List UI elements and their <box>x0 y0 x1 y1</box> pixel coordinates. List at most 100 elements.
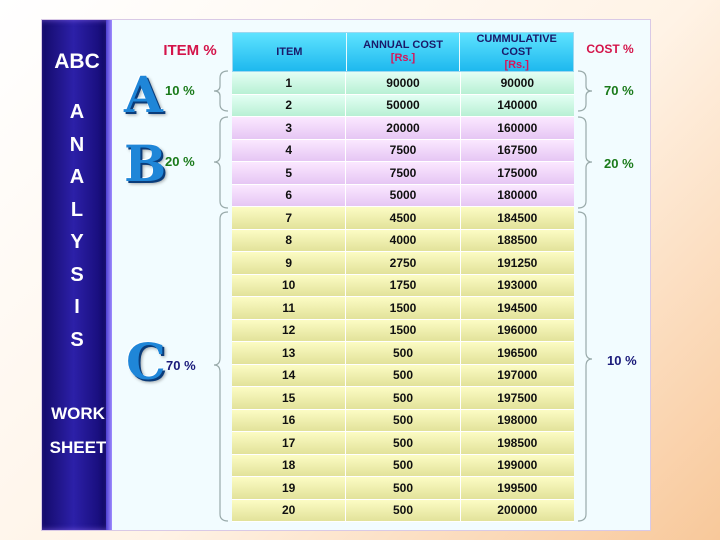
cell-annual-cost: 500 <box>346 387 461 409</box>
cell-item: 13 <box>232 342 347 364</box>
slide: ABC A N A L Y S I S WORK SHEET ITEM % CO… <box>41 19 651 531</box>
cell-annual-cost: 500 <box>346 342 461 364</box>
cell-cumulative-cost: 191250 <box>497 255 538 270</box>
table-row: 4 7500 167500 <box>232 139 574 162</box>
left-brace-c <box>213 211 229 522</box>
cell-item: 4 <box>232 139 347 161</box>
cell-cumulative-cost: 196000 <box>497 323 538 338</box>
analysis-letter: I <box>74 296 80 318</box>
cell-cumulative-cost: 180000 <box>497 188 538 203</box>
class-c-item-percent: 70 % <box>166 358 196 373</box>
cell-annual-cost: 500 <box>346 454 461 476</box>
cell-cumulative-cost: 194500 <box>497 300 538 315</box>
cell-item: 9 <box>232 252 347 274</box>
sheet-label: SHEET <box>49 438 107 457</box>
cell-annual-cost: 1500 <box>346 319 461 341</box>
right-brace-a <box>577 70 593 112</box>
cell-item: 8 <box>232 229 347 251</box>
cell-cumulative-cost: 199000 <box>497 458 538 473</box>
table-row: 13 500 196500 <box>232 342 574 365</box>
cell-item: 16 <box>232 409 347 431</box>
cell-item: 17 <box>232 432 347 454</box>
left-brace-a <box>213 70 229 112</box>
cell-item: 6 <box>232 184 347 206</box>
grouping-braces <box>213 70 593 522</box>
cell-cumulative-cost: 193000 <box>497 278 538 293</box>
cell-cumulative-cost: 140000 <box>497 98 538 113</box>
table-row: 9 2750 191250 <box>232 252 574 275</box>
analysis-letter: Y <box>70 231 84 253</box>
table-row: 5 7500 175000 <box>232 162 574 185</box>
cell-item: 19 <box>232 477 347 499</box>
analysis-letter: A <box>69 166 85 188</box>
cell-item: 1 <box>232 72 347 94</box>
table-row: 15 500 197500 <box>232 387 574 410</box>
cell-annual-cost: 7500 <box>346 139 461 161</box>
cell-item: 10 <box>232 274 347 296</box>
left-brace-b <box>213 116 229 209</box>
cell-item: 5 <box>232 162 347 184</box>
header-cumulative-cost-label: CUMMULATIVE COST <box>476 32 557 58</box>
table-row: 3 20000 160000 <box>232 117 574 140</box>
class-a-item-percent: 10 % <box>165 83 195 98</box>
cell-annual-cost: 2750 <box>346 252 461 274</box>
header-cumulative-cost-unit: [Rs.] <box>504 58 529 71</box>
class-b-cost-percent: 20 % <box>604 156 634 171</box>
table-row: 18 500 199000 <box>232 454 574 477</box>
item-percent-heading: ITEM % <box>163 42 217 59</box>
class-a-cost-percent: 70 % <box>604 83 634 98</box>
cell-cumulative-cost: 184500 <box>497 210 538 225</box>
cell-cumulative-cost: 167500 <box>497 143 538 158</box>
cell-cumulative-cost: 188500 <box>497 233 538 248</box>
class-b-item-percent: 20 % <box>165 154 195 169</box>
abc-table: ITEM ANNUAL COST [Rs.] CUMMULATIVE COST … <box>232 32 574 522</box>
cell-cumulative-cost: 198000 <box>497 413 538 428</box>
cell-item: 15 <box>232 387 347 409</box>
cell-annual-cost: 20000 <box>346 117 461 139</box>
cell-annual-cost: 4500 <box>346 207 461 229</box>
abc-title: ABC <box>54 50 100 73</box>
cell-annual-cost: 90000 <box>346 72 461 94</box>
analysis-letter: S <box>70 263 84 286</box>
sidebar-bar: ABC A N A L Y S I S WORK SHEET <box>42 20 112 530</box>
analysis-letter: N <box>69 133 85 156</box>
table-row: 2 50000 140000 <box>232 94 574 117</box>
analysis-letter: L <box>70 198 84 221</box>
table-row: 17 500 198500 <box>232 432 574 455</box>
table-row: 20 500 200000 <box>232 499 574 522</box>
analysis-letter: A <box>69 101 85 123</box>
cell-item: 14 <box>232 364 347 386</box>
table-row: 7 4500 184500 <box>232 207 574 230</box>
cell-annual-cost: 500 <box>346 499 461 521</box>
table-row: 19 500 199500 <box>232 477 574 500</box>
cell-annual-cost: 500 <box>346 409 461 431</box>
cell-annual-cost: 50000 <box>346 94 461 116</box>
cell-item: 18 <box>232 454 347 476</box>
cell-cumulative-cost: 175000 <box>497 165 538 180</box>
analysis-letter: S <box>70 328 84 351</box>
cell-annual-cost: 7500 <box>346 162 461 184</box>
cell-item: 11 <box>232 297 347 319</box>
cell-item: 2 <box>232 94 347 116</box>
analysis-word: A N A L Y S I S <box>42 96 112 356</box>
cell-cumulative-cost: 90000 <box>500 75 534 90</box>
cell-cumulative-cost: 197500 <box>497 390 538 405</box>
work-label: WORK <box>51 404 105 423</box>
header-item: ITEM <box>233 33 347 71</box>
header-annual-cost-label: ANNUAL COST <box>363 39 443 51</box>
cell-annual-cost: 5000 <box>346 184 461 206</box>
table-body: 1 90000 90000 2 50000 140000 3 20000 160000 4 7500… <box>232 72 574 522</box>
cell-annual-cost: 1500 <box>346 297 461 319</box>
table-row: 12 1500 196000 <box>232 319 574 342</box>
table-row: 14 500 197000 <box>232 364 574 387</box>
cell-annual-cost: 1750 <box>346 274 461 296</box>
table-row: 10 1750 193000 <box>232 274 574 297</box>
cell-cumulative-cost: 198500 <box>497 435 538 450</box>
table-row: 6 5000 180000 <box>232 184 574 207</box>
header-annual-cost-unit: [Rs.] <box>390 52 416 64</box>
cell-cumulative-cost: 200000 <box>497 503 538 518</box>
right-brace-c <box>577 211 593 522</box>
right-brace-b <box>577 116 593 209</box>
cell-annual-cost: 4000 <box>346 229 461 251</box>
table-header: ITEM ANNUAL COST [Rs.] CUMMULATIVE COST … <box>232 32 574 72</box>
